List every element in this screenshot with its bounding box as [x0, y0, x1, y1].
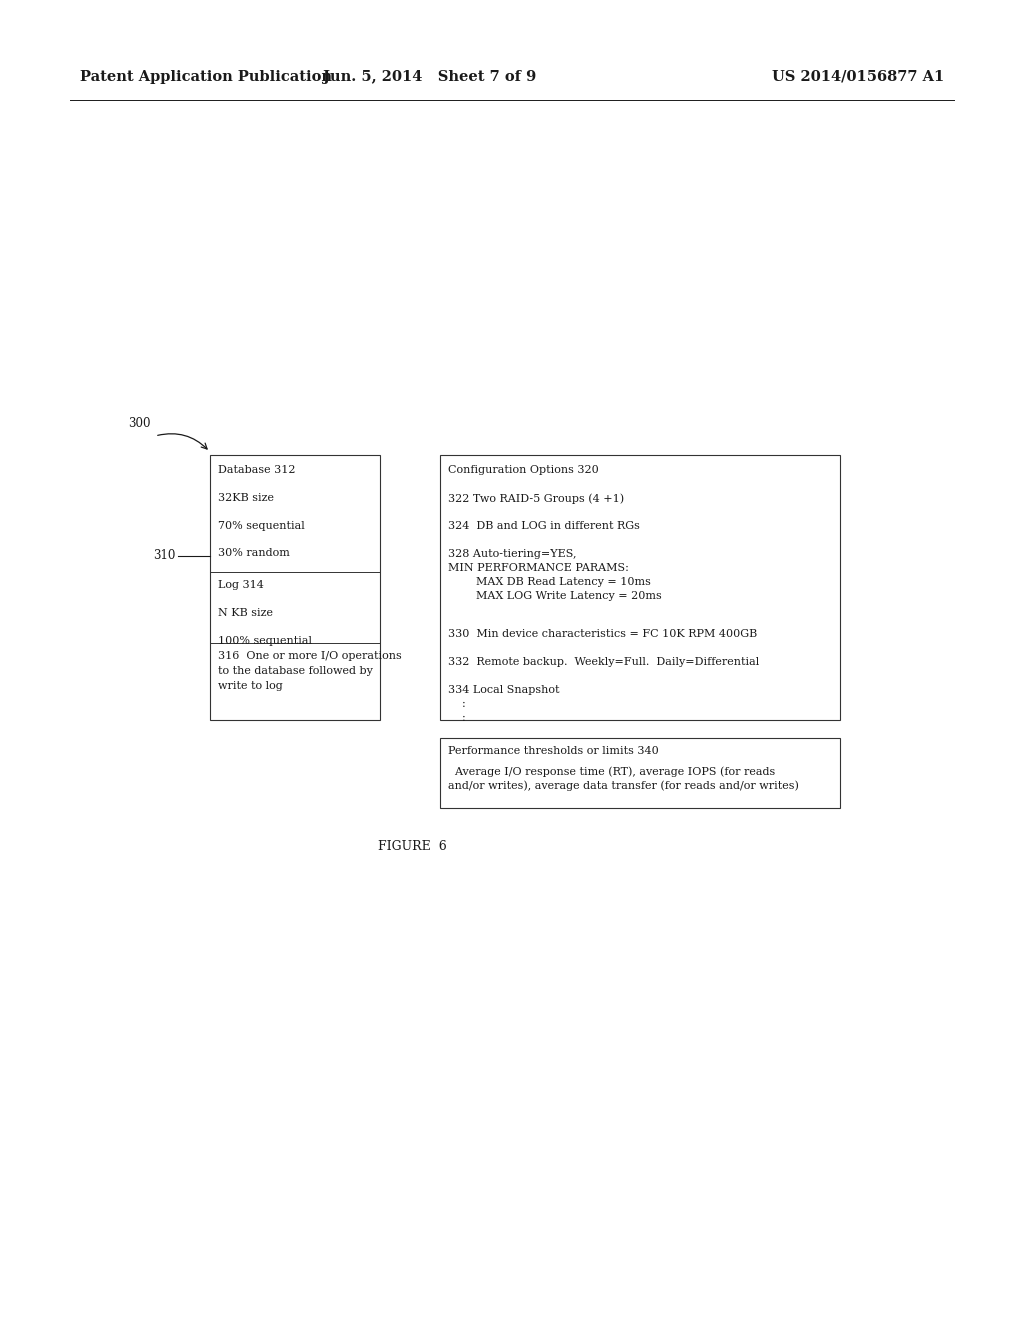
Text: 330  Min device characteristics = FC 10K RPM 400GB: 330 Min device characteristics = FC 10K …	[449, 630, 758, 639]
Text: 332  Remote backup.  Weekly=Full.  Daily=Differential: 332 Remote backup. Weekly=Full. Daily=Di…	[449, 657, 759, 667]
Text: 100% sequential: 100% sequential	[218, 636, 312, 645]
Bar	[440, 738, 840, 808]
Text: 324  DB and LOG in different RGs: 324 DB and LOG in different RGs	[449, 521, 640, 531]
Text: 328 Auto-tiering=YES,
MIN PERFORMANCE PARAMS:
        MAX DB Read Latency = 10ms: 328 Auto-tiering=YES, MIN PERFORMANCE PA…	[449, 549, 662, 601]
Text: 30% random: 30% random	[218, 548, 290, 558]
Text: 70% sequential: 70% sequential	[218, 521, 305, 531]
Text: 300: 300	[128, 417, 151, 430]
Bar	[440, 455, 840, 719]
Text: 316  One or more I/O operations
to the database followed by
write to log: 316 One or more I/O operations to the da…	[218, 651, 401, 690]
Text: Jun. 5, 2014   Sheet 7 of 9: Jun. 5, 2014 Sheet 7 of 9	[324, 70, 537, 84]
Text: Patent Application Publication: Patent Application Publication	[80, 70, 332, 84]
Text: Performance thresholds or limits 340: Performance thresholds or limits 340	[449, 746, 658, 756]
Text: Log 314: Log 314	[218, 579, 264, 590]
Text: Average I/O response time (RT), average IOPS (for reads
and/or writes), average : Average I/O response time (RT), average …	[449, 766, 799, 792]
Text: US 2014/0156877 A1: US 2014/0156877 A1	[772, 70, 944, 84]
Text: FIGURE  6: FIGURE 6	[378, 840, 446, 853]
Bar	[210, 455, 380, 719]
Text: 334 Local Snapshot
    :
    :: 334 Local Snapshot : :	[449, 685, 559, 723]
Text: N KB size: N KB size	[218, 607, 273, 618]
Text: 32KB size: 32KB size	[218, 492, 274, 503]
Text: Configuration Options 320: Configuration Options 320	[449, 465, 599, 475]
Text: Database 312: Database 312	[218, 465, 296, 475]
Text: 310: 310	[153, 549, 175, 562]
Text: 322 Two RAID-5 Groups (4 +1): 322 Two RAID-5 Groups (4 +1)	[449, 492, 624, 503]
